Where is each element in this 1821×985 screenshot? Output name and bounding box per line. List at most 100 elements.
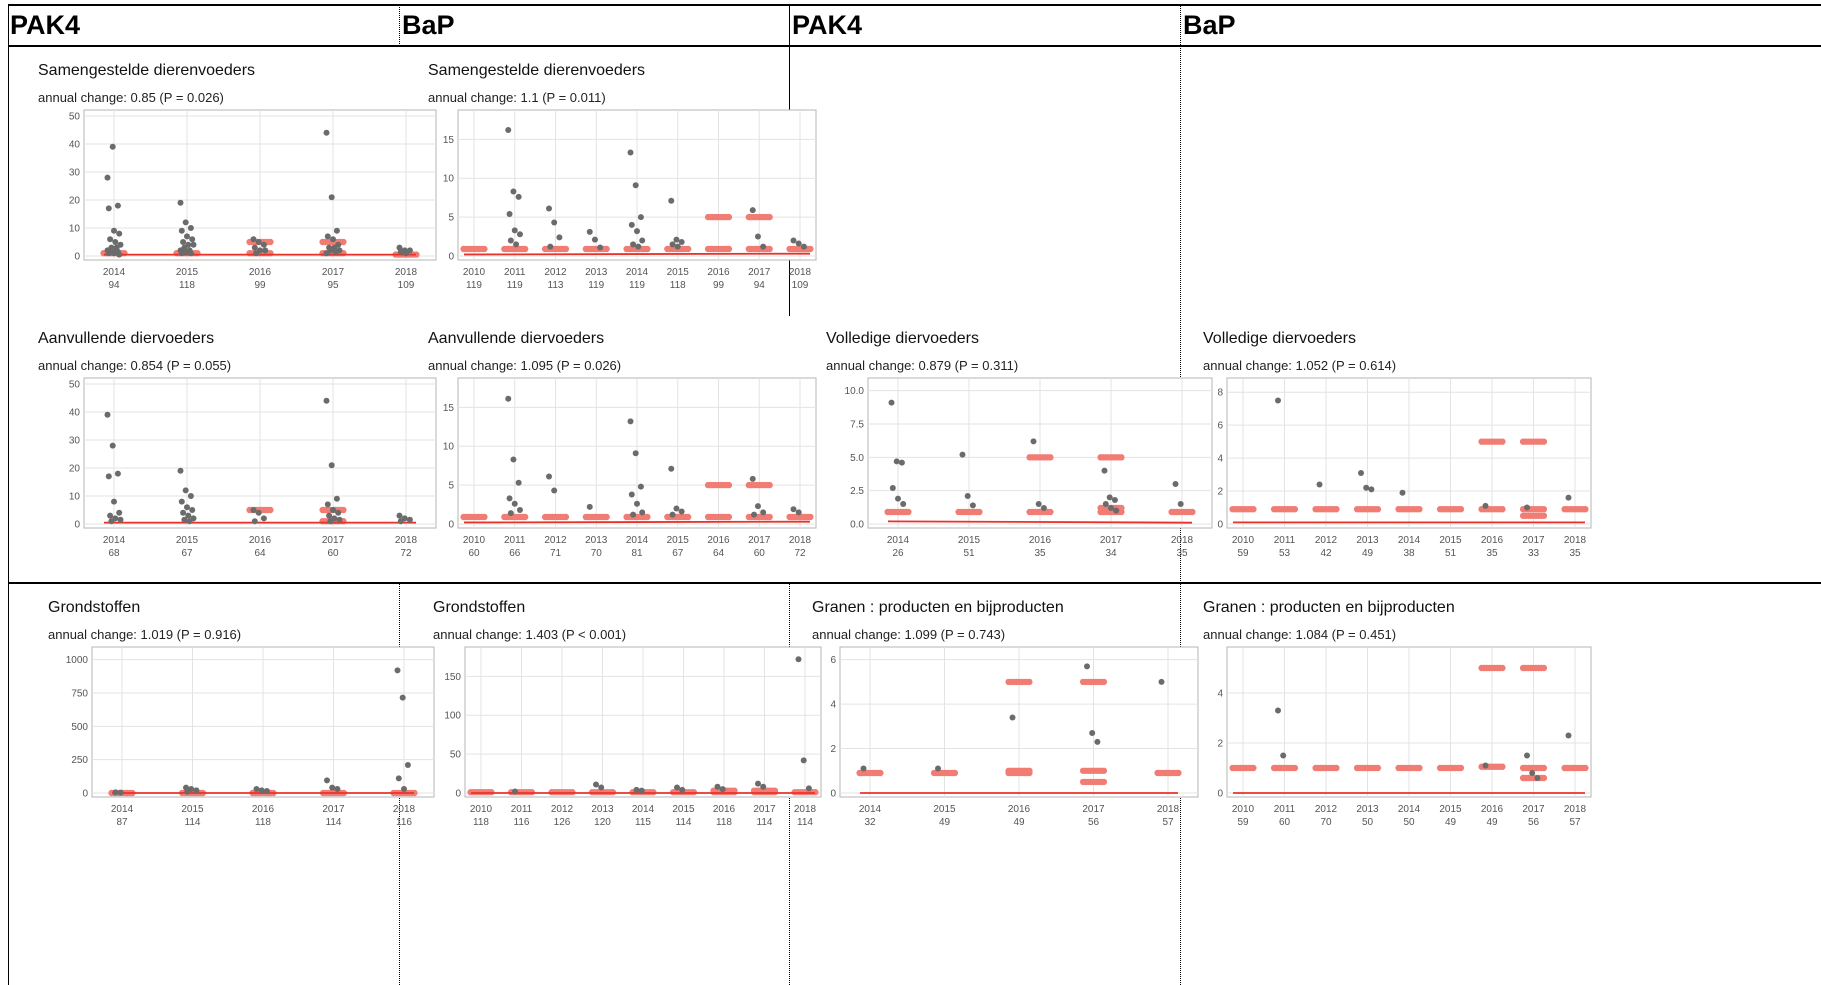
x-count-label: 114 bbox=[797, 817, 813, 828]
x-count-label: 72 bbox=[400, 548, 412, 559]
x-tick-label: 2012 bbox=[544, 267, 567, 278]
censored-point bbox=[1582, 764, 1589, 772]
x-tick-label: 2011 bbox=[504, 267, 526, 278]
data-point bbox=[336, 516, 343, 523]
censored-point bbox=[644, 245, 651, 253]
y-tick-label: 500 bbox=[71, 722, 88, 733]
data-point bbox=[187, 250, 194, 257]
data-point bbox=[1524, 504, 1530, 511]
chart-subtitle: annual change: 1.052 (P = 0.614) bbox=[1203, 358, 1397, 373]
x-count-label: 114 bbox=[757, 817, 773, 828]
data-point bbox=[888, 399, 895, 406]
data-point bbox=[628, 491, 635, 498]
data-point bbox=[111, 250, 117, 257]
x-tick-label: 2016 bbox=[1029, 535, 1052, 546]
data-point bbox=[184, 788, 191, 795]
data-point bbox=[630, 241, 637, 248]
data-point bbox=[1108, 505, 1114, 511]
data-point bbox=[117, 516, 124, 523]
data-point bbox=[114, 202, 121, 209]
censored-point bbox=[1250, 505, 1257, 513]
chart-panel-4: Aanvullende diervoeders annual change: 1.… bbox=[428, 330, 820, 570]
censored-point bbox=[1175, 769, 1182, 777]
data-point bbox=[107, 512, 114, 519]
censored-point bbox=[1457, 505, 1465, 513]
y-tick-label: 0 bbox=[455, 789, 461, 800]
censored-point bbox=[644, 513, 651, 521]
header-top-rule bbox=[8, 4, 1821, 6]
x-tick-label: 2018 bbox=[395, 535, 418, 546]
data-point bbox=[104, 174, 111, 181]
data-point bbox=[116, 509, 123, 516]
chart-panel-10: Granen : producten en bijproducten annual… bbox=[1203, 599, 1595, 839]
data-point bbox=[330, 507, 336, 513]
data-point bbox=[178, 498, 185, 505]
y-tick-label: 6 bbox=[1217, 421, 1223, 432]
column-header-1: PAK4 bbox=[10, 10, 81, 40]
data-point bbox=[635, 243, 642, 250]
data-point bbox=[330, 236, 336, 243]
data-point bbox=[964, 493, 971, 499]
x-count-label: 71 bbox=[550, 548, 562, 559]
data-point bbox=[516, 231, 523, 238]
chart-panel-2: Samengestelde dierenvoeders annual change… bbox=[428, 62, 820, 302]
data-point bbox=[180, 239, 187, 245]
data-point bbox=[187, 493, 194, 499]
censored-point bbox=[481, 245, 488, 253]
y-tick-label: 0 bbox=[1217, 520, 1223, 531]
censored-point bbox=[1333, 505, 1340, 513]
data-point bbox=[263, 788, 270, 794]
x-tick-label: 2015 bbox=[1439, 535, 1462, 546]
x-tick-label: 2015 bbox=[672, 804, 695, 815]
x-count-label: 35 bbox=[1176, 548, 1188, 559]
censored-point bbox=[1499, 664, 1506, 672]
data-point bbox=[1009, 714, 1016, 721]
x-tick-label: 2015 bbox=[667, 267, 690, 278]
chart-panel-3: Aanvullende diervoeders annual change: 0.… bbox=[38, 330, 440, 570]
data-point bbox=[1158, 678, 1165, 685]
x-count-label: 118 bbox=[179, 280, 195, 291]
data-point bbox=[510, 456, 517, 463]
x-count-label: 50 bbox=[1403, 817, 1415, 828]
censored-point bbox=[1416, 764, 1423, 772]
x-tick-label: 2015 bbox=[181, 804, 204, 815]
x-tick-label: 2010 bbox=[463, 535, 486, 546]
data-point bbox=[1275, 397, 1281, 404]
x-tick-label: 2015 bbox=[958, 535, 981, 546]
censored-point bbox=[684, 245, 692, 253]
x-count-label: 49 bbox=[939, 817, 951, 828]
y-tick-label: 100 bbox=[444, 711, 461, 722]
censored-point bbox=[1047, 508, 1054, 516]
data-point bbox=[506, 495, 513, 502]
data-point bbox=[749, 207, 756, 214]
x-count-label: 60 bbox=[754, 548, 766, 559]
x-count-label: 118 bbox=[473, 817, 489, 828]
data-point bbox=[505, 395, 512, 402]
data-point bbox=[639, 509, 646, 516]
data-point bbox=[630, 511, 637, 518]
data-point bbox=[324, 501, 331, 508]
data-point bbox=[260, 515, 267, 522]
data-point bbox=[181, 516, 188, 523]
chart-panel-6: Volledige diervoeders annual change: 1.05… bbox=[1203, 330, 1595, 570]
x-tick-label: 2010 bbox=[1232, 535, 1255, 546]
data-point bbox=[250, 507, 257, 513]
y-tick-label: 0 bbox=[448, 252, 454, 263]
censored-point bbox=[1499, 438, 1506, 445]
censored-point bbox=[1026, 769, 1033, 777]
x-tick-label: 2016 bbox=[707, 267, 730, 278]
data-point bbox=[678, 508, 685, 515]
chart-svg: 0.0 2.5 5.0 7.5 10.0 2014 26 2015 51 2016 35 2017 34… bbox=[845, 377, 1213, 559]
data-point bbox=[751, 511, 758, 518]
x-count-label: 35 bbox=[1569, 548, 1581, 559]
censored-point bbox=[411, 789, 418, 797]
x-tick-label: 2018 bbox=[789, 267, 812, 278]
censored-point bbox=[1374, 505, 1382, 513]
data-point bbox=[674, 243, 681, 250]
censored-point bbox=[1582, 505, 1589, 513]
x-count-label: 114 bbox=[676, 817, 692, 828]
censored-point bbox=[1100, 767, 1108, 774]
x-tick-label: 2014 bbox=[626, 267, 649, 278]
data-point bbox=[401, 786, 407, 792]
censored-point bbox=[725, 481, 733, 489]
